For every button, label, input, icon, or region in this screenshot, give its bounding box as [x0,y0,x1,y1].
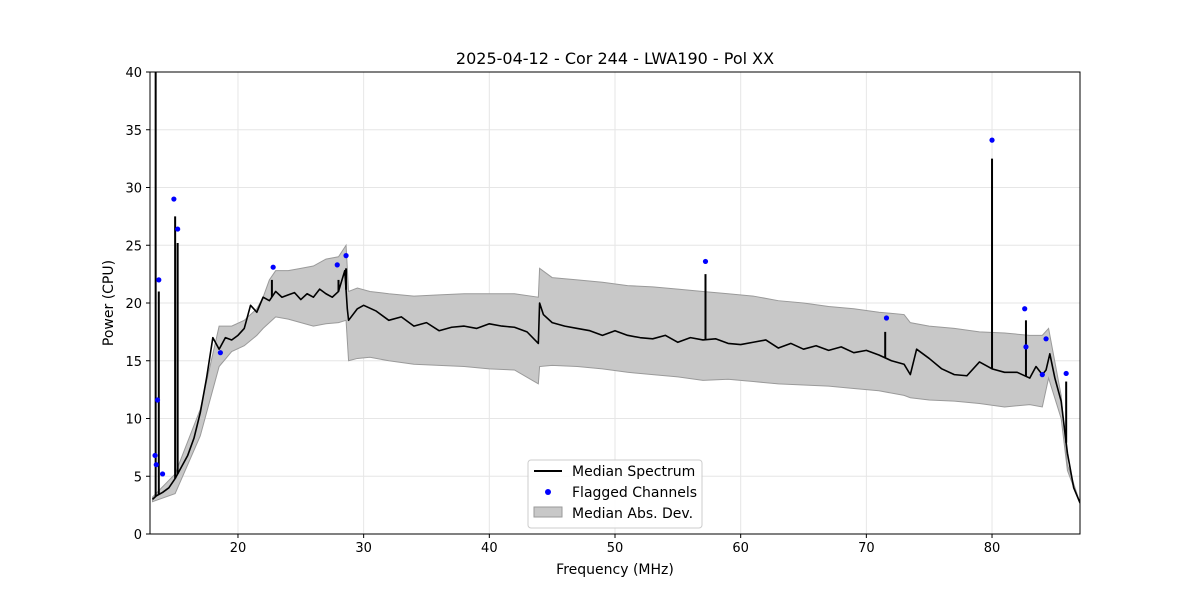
plot-frame [149,71,1081,535]
legend-patch-swatch [533,506,563,518]
y-tick-label: 40 [125,66,142,81]
flagged-point [343,253,349,259]
y-tick-label: 30 [125,182,142,197]
legend-label-mad: Median Abs. Dev. [572,506,693,522]
flagged-point [1063,370,1069,377]
flagged-point [702,258,709,265]
y-axis-label: Power (CPU) [101,260,117,346]
flagged-point [334,262,340,268]
y-tick-label: 15 [125,355,142,370]
median-line [151,269,1080,504]
x-tick-label: 70 [858,541,875,556]
x-tick-label: 80 [984,541,1001,556]
flagged-point [171,196,177,202]
flagged-point [270,264,276,270]
plot-area [151,72,1080,505]
x-tick-label: 40 [481,541,498,556]
y-tick-label: 5 [134,470,142,485]
legend-label-median: Median Spectrum [572,464,695,480]
legend-label-flagged: Flagged Channels [572,485,697,501]
y-tick-label: 35 [125,124,142,139]
flagged-point [153,462,159,468]
flagged-point [883,315,890,321]
flagged-point [175,226,181,232]
flagged-point [154,397,161,403]
flagged-point [1039,372,1045,378]
flagged-point [217,350,223,356]
legend-marker-swatch [545,489,551,495]
flagged-point [1043,336,1049,342]
y-tick-label: 25 [125,239,142,254]
x-tick-label: 50 [607,541,624,556]
chart-title: 2025-04-12 - Cor 244 - LWA190 - Pol XX [456,49,774,68]
flagged-point [152,452,158,459]
x-axis-label: Frequency (MHz) [556,562,674,578]
flagged-point [156,277,162,283]
y-tick-label: 0 [134,528,142,543]
legend-box [527,459,703,529]
flagged-point [159,471,166,477]
flagged-point [1022,306,1028,312]
legend: Median Spectrum Flagged Channels Median … [527,459,703,529]
x-tick-label: 30 [355,541,372,556]
axis-ticks: 20 30 40 50 60 70 80 0 5 10 15 20 25 30 35 40 [125,66,1000,556]
flagged-point [1023,344,1029,350]
y-tick-label: 10 [125,413,142,428]
y-tick-label: 20 [125,297,142,312]
flagged-point [989,137,995,143]
x-tick-label: 60 [732,541,749,556]
x-tick-label: 20 [230,541,247,556]
mad-band [152,243,1080,505]
